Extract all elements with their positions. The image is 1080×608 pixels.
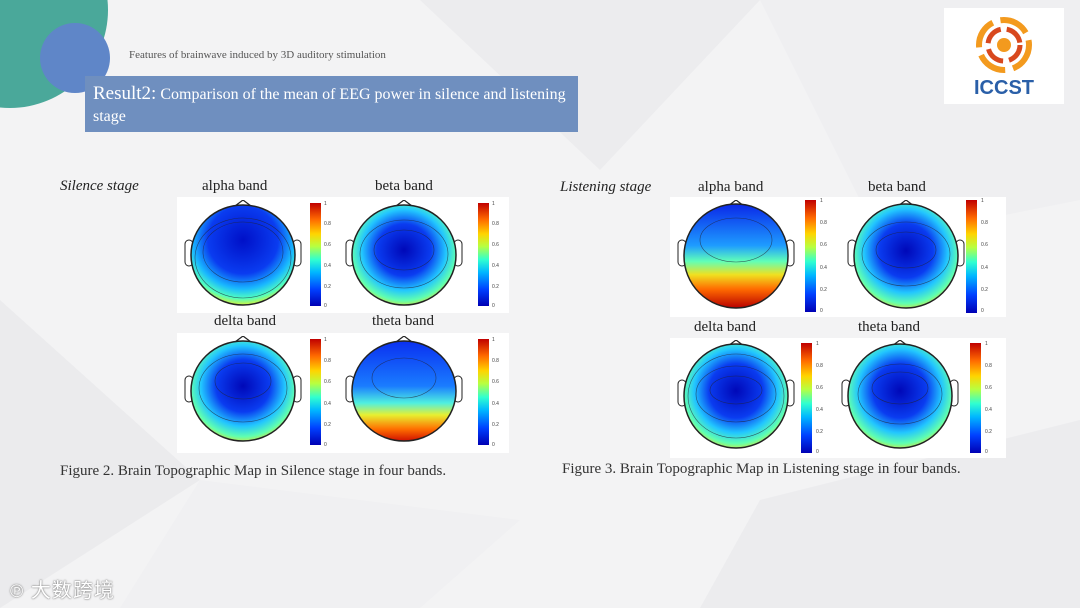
- tick-label: 0.4: [985, 407, 992, 413]
- tick-label: 0.8: [820, 220, 827, 226]
- tick-label: 0.2: [324, 422, 331, 428]
- tick-label: 0.6: [324, 379, 331, 385]
- tick-label: 1: [985, 341, 988, 347]
- tick-label: 0.6: [985, 385, 992, 391]
- tick-label: 1: [820, 198, 823, 204]
- listening-delta-label: delta band: [694, 319, 757, 335]
- tick-label: 0.6: [324, 242, 331, 248]
- result-text: Comparison of the mean of EEG power in s…: [93, 86, 566, 125]
- silence-theta-label: theta band: [372, 313, 435, 329]
- watermark: ℗ 大数跨境: [10, 574, 115, 603]
- tick-label: 0.8: [981, 220, 988, 226]
- tick-label: 0.4: [816, 407, 823, 413]
- tick-label: 0.8: [324, 358, 331, 364]
- tick-label: 0.2: [981, 287, 988, 293]
- tick-label: 0.8: [492, 358, 499, 364]
- tick-label: 0.4: [820, 265, 827, 271]
- listening-stage-label: Listening stage: [560, 179, 652, 195]
- tick-label: 0.2: [492, 284, 499, 290]
- tick-label: 0.4: [492, 263, 499, 269]
- tick-label: 0: [816, 449, 819, 455]
- watermark-text: 大数跨境: [30, 580, 115, 602]
- tick-label: 0.8: [985, 363, 992, 369]
- result-lead: Result2:: [93, 83, 157, 104]
- silence-delta-colorbar: [310, 339, 321, 445]
- tick-label: 1: [324, 201, 327, 207]
- listening-theta-topomap: [841, 340, 959, 449]
- listening-delta-topomap: [677, 340, 795, 449]
- tick-label: 0.2: [820, 287, 827, 293]
- listening-delta-colorbar: [801, 343, 812, 453]
- silence-stage-label: Silence stage: [60, 178, 139, 194]
- silence-beta-colorbar: [478, 203, 489, 306]
- tick-label: 0.2: [492, 422, 499, 428]
- tick-label: 0.6: [820, 242, 827, 248]
- tick-label: 1: [492, 337, 495, 343]
- tick-label: 0.6: [492, 379, 499, 385]
- listening-beta-colorbar: [966, 200, 977, 313]
- listening-alpha-label: alpha band: [698, 179, 764, 195]
- tick-label: 0: [324, 442, 327, 448]
- listening-alpha-topomap: [677, 200, 795, 309]
- tick-label: 1: [981, 198, 984, 204]
- tick-label: 0.4: [981, 265, 988, 271]
- tick-label: 0: [985, 449, 988, 455]
- tick-label: 0.6: [816, 385, 823, 391]
- tick-label: 0: [492, 442, 495, 448]
- tick-label: 0: [324, 303, 327, 309]
- tick-label: 0.2: [985, 429, 992, 435]
- listening-theta-colorbar: [970, 343, 981, 453]
- silence-delta-topomap: [184, 336, 302, 442]
- tick-label: 0.8: [324, 221, 331, 227]
- silence-theta-colorbar: [478, 339, 489, 445]
- tick-label: 0: [492, 303, 495, 309]
- tick-label: 0.8: [816, 363, 823, 369]
- listening-beta-topomap: [847, 200, 965, 309]
- logo-text: ICCST: [974, 77, 1034, 99]
- tick-label: 0: [981, 308, 984, 314]
- tick-label: 0.4: [324, 263, 331, 269]
- tick-label: 0.2: [324, 284, 331, 290]
- silence-beta-label: beta band: [375, 178, 433, 194]
- result-title-box: Result2: Comparison of the mean of EEG p…: [85, 76, 578, 132]
- watermark-icon: ℗: [10, 581, 25, 601]
- listening-beta-label: beta band: [868, 179, 926, 195]
- tick-label: 0.4: [492, 401, 499, 407]
- silence-alpha-topomap: [184, 200, 302, 306]
- iccst-logo: ICCST: [944, 8, 1064, 104]
- tick-label: 1: [492, 201, 495, 207]
- tick-label: 1: [324, 337, 327, 343]
- tick-label: 0: [820, 308, 823, 314]
- silence-alpha-colorbar: [310, 203, 321, 306]
- tick-label: 0.4: [324, 401, 331, 407]
- figure3-caption: Figure 3. Brain Topographic Map in Liste…: [562, 461, 961, 477]
- logo-emblem: ICCST: [974, 17, 1034, 99]
- tick-label: 0.2: [816, 429, 823, 435]
- listening-theta-label: theta band: [858, 319, 921, 335]
- tick-label: 0.6: [981, 242, 988, 248]
- figure2-caption: Figure 2. Brain Topographic Map in Silen…: [60, 463, 447, 479]
- silence-alpha-label: alpha band: [202, 178, 268, 194]
- silence-theta-topomap: [345, 336, 463, 442]
- silence-delta-label: delta band: [214, 313, 277, 329]
- listening-alpha-colorbar: [805, 200, 816, 312]
- tick-label: 1: [816, 341, 819, 347]
- silence-beta-topomap: [345, 200, 463, 306]
- tick-label: 0.6: [492, 242, 499, 248]
- slide-subtitle: Features of brainwave induced by 3D audi…: [129, 49, 386, 61]
- blue-circle: [40, 23, 110, 93]
- tick-label: 0.8: [492, 221, 499, 227]
